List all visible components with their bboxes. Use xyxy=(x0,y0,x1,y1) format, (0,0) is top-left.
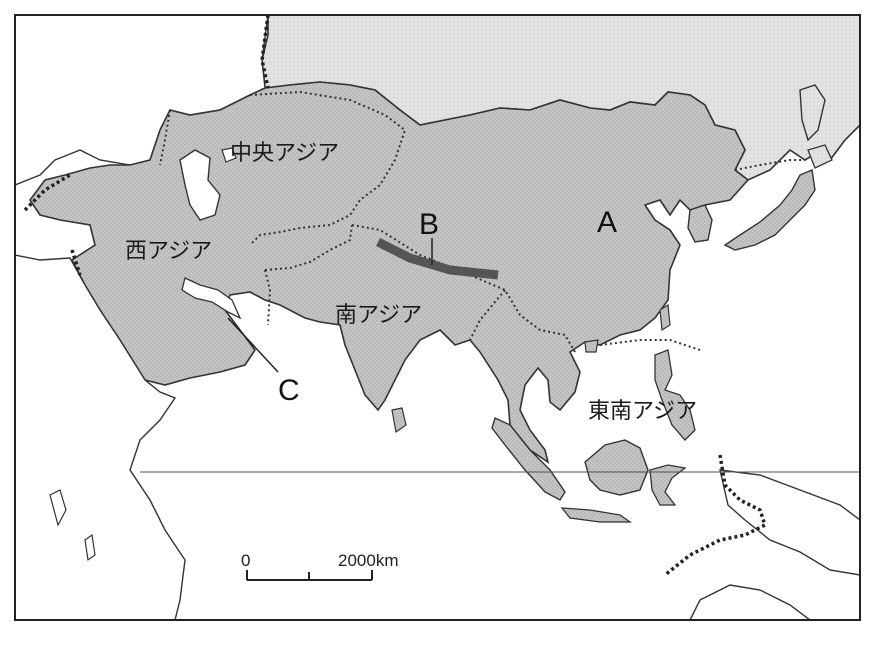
caspian-sea xyxy=(179,149,221,221)
himalaya-band xyxy=(375,237,499,280)
australia xyxy=(689,584,812,620)
japan xyxy=(723,169,816,251)
marker-a: A xyxy=(597,206,617,239)
scale-start-label: 0 xyxy=(241,551,250,570)
new-guinea xyxy=(719,469,860,576)
label-west-asia: 西アジア xyxy=(125,239,212,264)
map-frame xyxy=(14,14,861,621)
lake xyxy=(221,147,237,163)
island-left-2 xyxy=(84,533,96,562)
sumatra xyxy=(491,417,566,501)
sulawesi xyxy=(649,464,687,506)
kamchatka xyxy=(799,84,826,142)
label-central-asia: 中央アジア xyxy=(230,141,339,166)
java xyxy=(560,507,633,523)
label-southeast-asia: 東南アジア xyxy=(588,399,697,424)
korea xyxy=(687,204,713,243)
c-leader-line xyxy=(227,317,279,373)
island-left xyxy=(49,489,67,527)
persian-gulf xyxy=(181,277,242,320)
region-boundaries xyxy=(159,90,805,353)
continent-boundaries xyxy=(23,15,768,577)
hokkaido xyxy=(807,144,833,169)
taiwan xyxy=(659,303,671,332)
sri-lanka xyxy=(391,407,407,434)
africa-landmass xyxy=(15,254,186,620)
marker-c: C xyxy=(278,374,300,407)
hainan xyxy=(584,339,599,353)
scale-end-label: 2000km xyxy=(338,551,398,570)
label-south-asia: 南アジア xyxy=(335,303,422,328)
borneo xyxy=(584,439,649,496)
philippines xyxy=(654,349,696,441)
marker-b: B xyxy=(419,208,439,241)
scale-bar xyxy=(246,570,373,581)
